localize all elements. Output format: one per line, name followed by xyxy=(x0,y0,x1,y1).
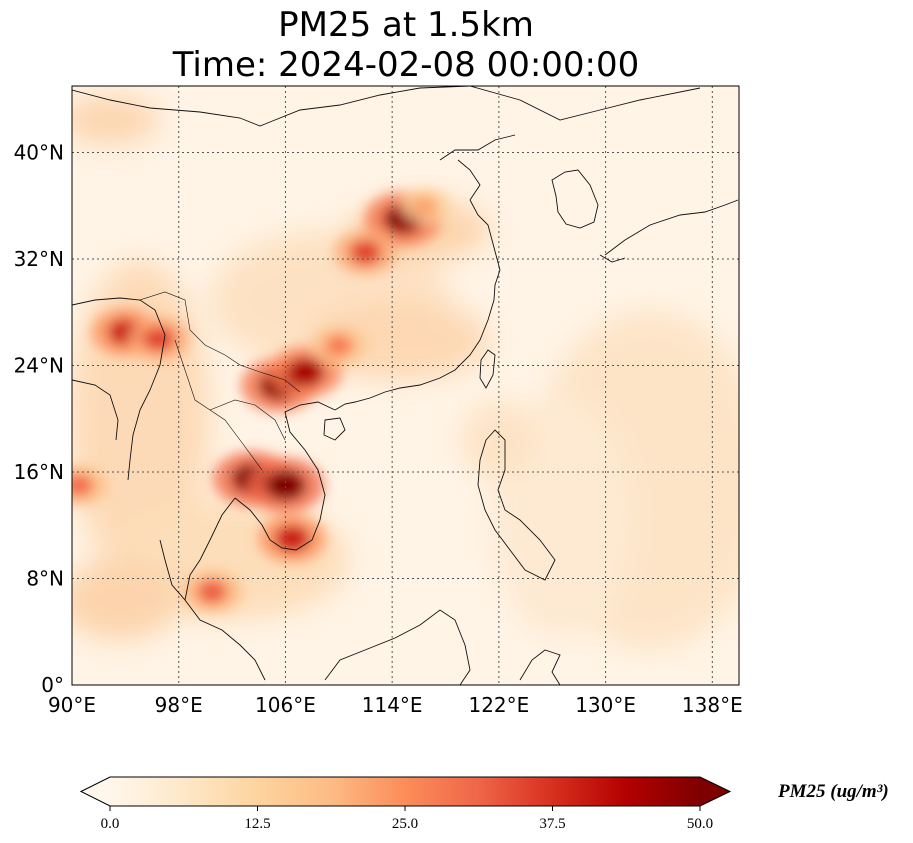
lat-tick-labels: 0° 8°N 16°N 24°N 32°N 40°N xyxy=(14,141,64,697)
lon-tick-label: 130°E xyxy=(575,693,636,717)
colorbar-tick-label: 37.5 xyxy=(539,816,565,832)
hotspot-core xyxy=(72,474,94,497)
hotspot-core xyxy=(265,470,306,501)
colorbar-body xyxy=(110,777,700,806)
lon-tick-label: 122°E xyxy=(468,693,529,717)
lon-tick-label: 106°E xyxy=(255,693,316,717)
map-title: PM25 at 1.5km xyxy=(278,5,534,45)
lat-tick-label: 16°N xyxy=(14,460,64,484)
hotspot-core xyxy=(142,326,175,351)
lon-tick-label: 114°E xyxy=(362,693,423,717)
lon-tick-labels: 90°E 98°E 106°E 114°E 122°E 130°E 138°E xyxy=(48,693,743,717)
map-time-subtitle: Time: 2024-02-08 00:00:00 xyxy=(172,45,640,85)
lat-tick-label: 32°N xyxy=(14,247,64,271)
colorbar-over-arrow xyxy=(700,777,730,806)
hotspot-core xyxy=(274,525,310,552)
colorbar-label: PM25 (ug/m³) xyxy=(777,781,889,802)
colorbar-tick-label: 50.0 xyxy=(687,816,713,832)
colorbar-tick-label: 12.5 xyxy=(244,816,270,832)
hotspot-core xyxy=(413,196,438,216)
colorbar-under-arrow xyxy=(81,777,110,806)
map-frame xyxy=(71,85,740,686)
lat-tick-label: 0° xyxy=(41,673,64,697)
colorbar: 0.0 12.5 25.0 37.5 50.0 PM25 (ug/m³) xyxy=(79,776,889,832)
hotspot-core xyxy=(324,334,353,357)
lat-tick-label: 40°N xyxy=(14,141,64,165)
colorbar-ticks: 0.0 12.5 25.0 37.5 50.0 xyxy=(101,806,713,832)
hotspot-core xyxy=(286,358,325,387)
pm25-field xyxy=(72,86,739,685)
lon-tick-label: 138°E xyxy=(682,693,743,717)
colorbar-tick-label: 25.0 xyxy=(392,816,418,832)
lon-tick-label: 90°E xyxy=(48,693,96,717)
lat-tick-label: 8°N xyxy=(26,567,64,591)
lat-tick-label: 24°N xyxy=(14,354,64,378)
hotspot-core xyxy=(349,240,382,265)
lon-tick-label: 98°E xyxy=(155,693,203,717)
coastlines xyxy=(72,86,739,685)
hotspot-core xyxy=(197,580,228,604)
colorbar-tick-label: 0.0 xyxy=(101,816,120,832)
